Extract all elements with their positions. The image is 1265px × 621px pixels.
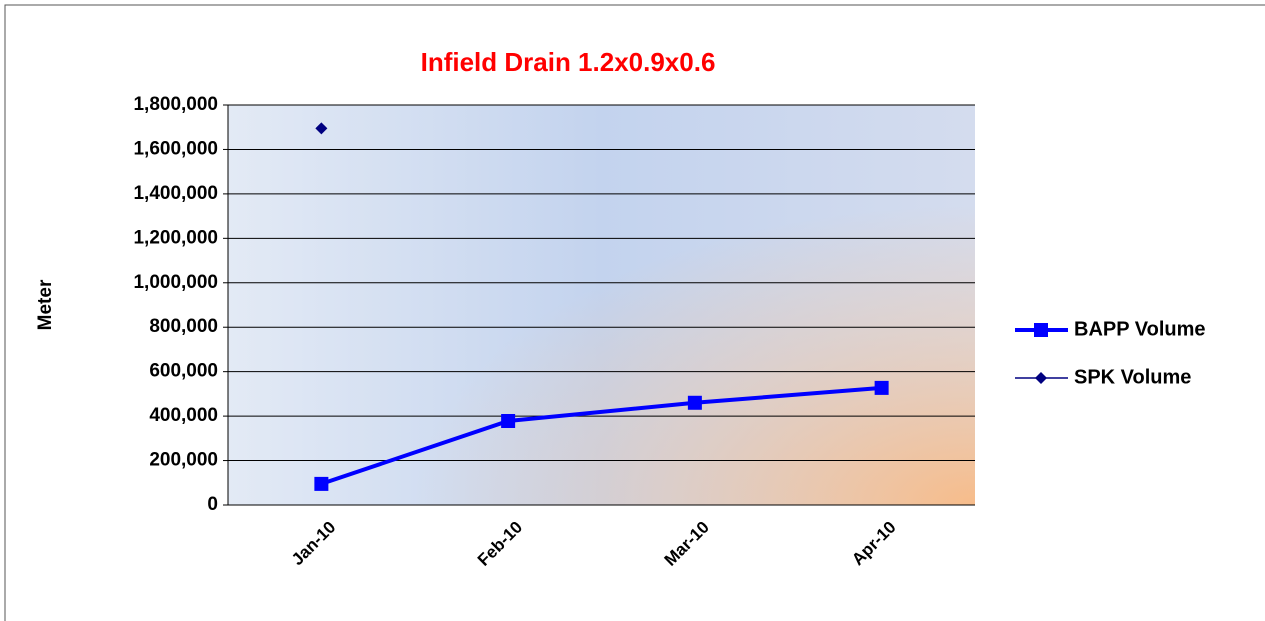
y-tick-label: 200,000	[149, 450, 218, 471]
y-tick-label: 600,000	[149, 361, 218, 382]
data-point	[501, 414, 516, 428]
y-tick-label: 1,600,000	[133, 138, 218, 159]
series-line	[320, 385, 882, 486]
data-point	[315, 122, 328, 135]
y-tick-label: 1,800,000	[133, 94, 218, 115]
legend-marker	[1034, 323, 1048, 337]
y-tick-label: 0	[207, 494, 218, 515]
legend-label: BAPP Volume	[1074, 318, 1206, 340]
data-point	[687, 395, 702, 410]
y-tick-label: 1,200,000	[133, 227, 218, 248]
y-tick-label: 400,000	[149, 405, 218, 426]
y-axis-label: Meter	[35, 279, 56, 330]
chart-title: Infield Drain 1.2x0.9x0.6	[421, 47, 716, 77]
plot-area-shade	[228, 105, 975, 505]
data-point	[874, 380, 889, 395]
y-tick-label: 800,000	[149, 316, 218, 337]
y-tick-label: 1,000,000	[133, 272, 218, 293]
data-point	[314, 476, 329, 491]
legend-label: SPK Volume	[1074, 366, 1191, 388]
y-tick-label: 1,400,000	[133, 183, 218, 204]
legend-marker	[1035, 372, 1047, 384]
